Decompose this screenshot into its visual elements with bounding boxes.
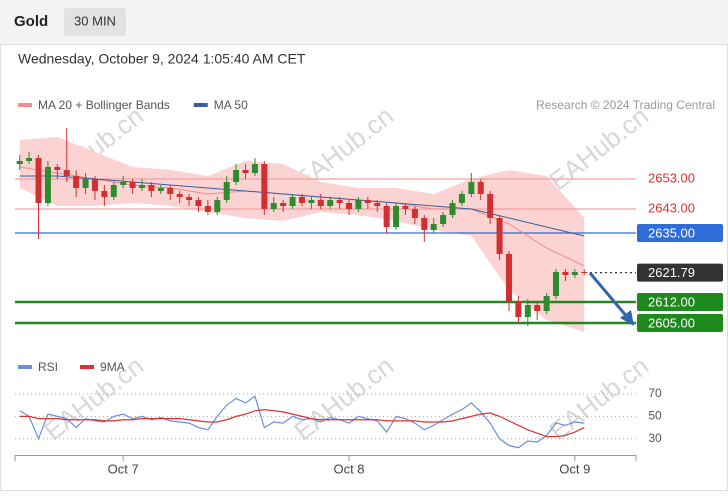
- level-label: 2653.00: [648, 170, 695, 185]
- interval[interactable]: 30 MIN: [74, 13, 116, 28]
- candle-body: [515, 302, 522, 317]
- candle-body: [317, 200, 324, 206]
- candle-body: [308, 200, 315, 203]
- candle-body: [383, 206, 390, 227]
- candle-body: [430, 224, 437, 230]
- candle-body: [110, 185, 117, 197]
- level-box: [637, 314, 723, 332]
- candle-body: [364, 200, 371, 203]
- candle-body: [63, 170, 70, 176]
- legend-label: MA 20 + Bollinger Bands: [38, 98, 170, 112]
- candle-body: [101, 191, 108, 197]
- candle-body: [524, 305, 531, 317]
- candle-body: [233, 170, 240, 182]
- candle-body: [214, 200, 221, 212]
- candle-body: [242, 170, 249, 173]
- indicator-line: [19, 395, 585, 449]
- interval-pill[interactable]: [64, 8, 126, 36]
- legend-swatch: [80, 365, 95, 369]
- candle-body: [562, 272, 569, 275]
- candle-body: [421, 218, 428, 230]
- candle-body: [411, 209, 418, 218]
- candle-body: [336, 200, 343, 203]
- level-label: 2612.00: [648, 294, 695, 309]
- candle-body: [289, 197, 296, 206]
- level-box: [637, 293, 723, 311]
- candle-body: [581, 272, 588, 273]
- candle-body: [91, 179, 98, 191]
- candle-body: [157, 188, 164, 191]
- candle-body: [393, 206, 400, 227]
- candle-body: [487, 194, 494, 218]
- legend-label: MA 50: [214, 98, 248, 112]
- watermark: EAHub.cn: [543, 350, 654, 446]
- credit: Research © 2024 Trading Central: [536, 98, 715, 112]
- arrow-shaft: [588, 272, 630, 319]
- legend-swatch: [193, 103, 208, 107]
- candle-body: [355, 200, 362, 209]
- level-label: 2635.00: [648, 225, 695, 240]
- candle-body: [346, 203, 353, 209]
- candle-body: [298, 197, 305, 203]
- arrow-head: [620, 310, 634, 326]
- candle-body: [16, 161, 23, 164]
- y-tick-label: 70: [648, 386, 662, 400]
- candle-body: [129, 182, 136, 188]
- y-tick-label: 50: [648, 409, 662, 423]
- candle-body: [251, 164, 258, 173]
- candle-body: [440, 215, 447, 224]
- candle-body: [477, 182, 484, 194]
- candle-body: [449, 203, 456, 215]
- candle-body: [176, 194, 183, 197]
- candle-body: [223, 182, 230, 200]
- legend-swatch: [18, 103, 32, 107]
- candle-body: [82, 179, 89, 188]
- candle-body: [505, 254, 512, 302]
- candle-body: [73, 176, 80, 188]
- level-box: [637, 224, 723, 242]
- candle-body: [534, 305, 541, 311]
- legend-swatch: [18, 365, 32, 369]
- candle-body: [44, 167, 51, 203]
- x-tick-label: Oct 7: [108, 461, 139, 476]
- timestamp: Wednesday, October 9, 2024 1:05:40 AM CE…: [18, 51, 306, 67]
- candle-body: [374, 203, 381, 206]
- candle-body: [553, 272, 560, 296]
- candle-body: [402, 206, 409, 209]
- indicator-line: [19, 409, 585, 438]
- candle-body: [35, 158, 42, 203]
- level-label: 2621.79: [648, 265, 695, 280]
- candle-body: [327, 200, 334, 206]
- x-tick-label: Oct 8: [333, 461, 364, 476]
- level-box: [637, 263, 723, 282]
- legend-label: RSI: [38, 360, 58, 374]
- symbol: Gold: [14, 13, 48, 30]
- candle-body: [261, 164, 268, 209]
- candle-body: [139, 185, 146, 188]
- candle-body: [167, 188, 174, 194]
- legend-label: 9MA: [100, 360, 125, 374]
- candle-body: [458, 194, 465, 203]
- x-tick-label: Oct 9: [559, 461, 590, 476]
- candle-body: [195, 200, 202, 206]
- watermark: EAHub.cn: [288, 350, 399, 446]
- candle-body: [280, 203, 287, 206]
- candle-body: [148, 185, 155, 191]
- candle-body: [496, 218, 503, 254]
- candle-body: [571, 272, 578, 275]
- level-label: 2643.00: [648, 200, 695, 215]
- candle-body: [54, 167, 61, 170]
- candle-body: [468, 182, 475, 194]
- level-label: 2605.00: [648, 315, 695, 330]
- watermark: EAHub.cn: [543, 100, 654, 196]
- candle-body: [204, 206, 211, 212]
- candle-body: [186, 197, 193, 200]
- candle-body: [26, 158, 33, 161]
- candle-body: [120, 182, 127, 185]
- candle-body: [270, 203, 277, 209]
- candle-body: [543, 296, 550, 311]
- y-tick-label: 30: [648, 431, 662, 445]
